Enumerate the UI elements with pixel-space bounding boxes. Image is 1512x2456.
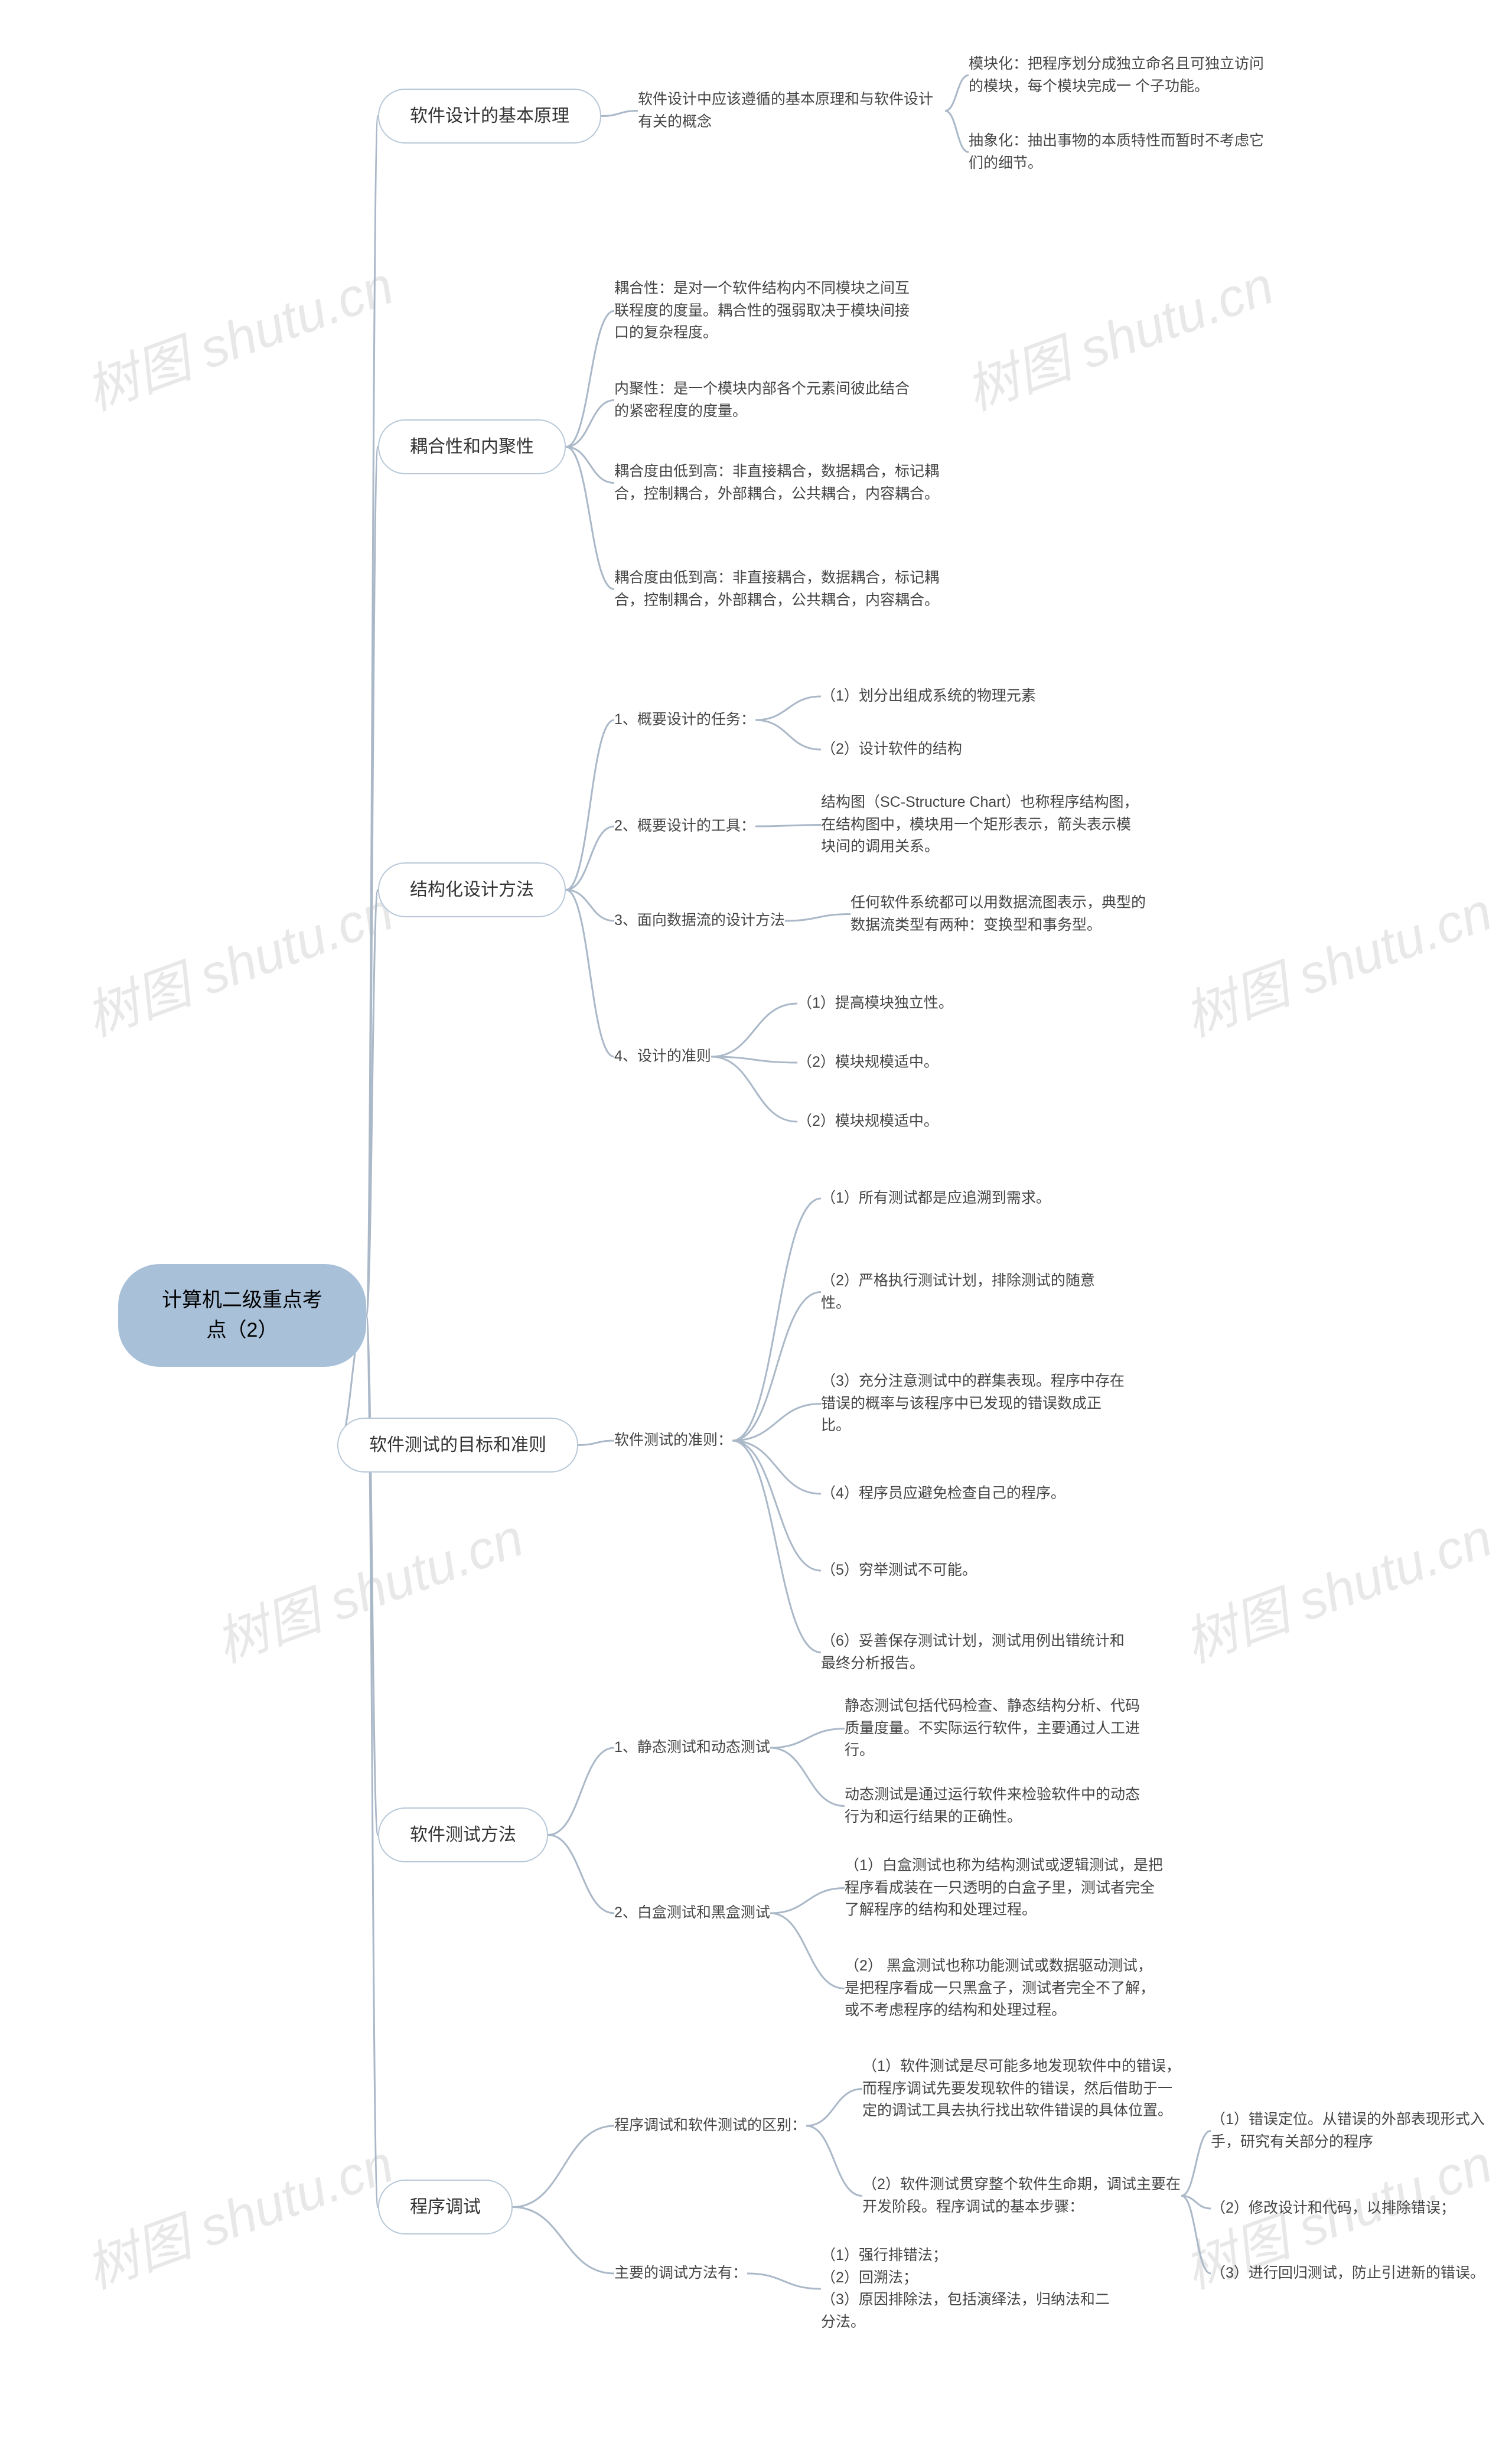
leaf-node: （1）所有测试都是应追溯到需求。 [821,1187,1051,1210]
branch-node: 软件测试的目标和准则 [337,1418,578,1473]
watermark: 树图 shutu.cn [1172,869,1501,1051]
leaf-node: 1、静态测试和动态测试 [614,1737,770,1759]
leaf-node: （1）强行排错法； （2）回溯法； （3）原因排除法，包括演绎法，归纳法和二分法… [821,2245,1116,2333]
leaf-node: 2、概要设计的工具： [614,815,755,838]
branch-node: 耦合性和内聚性 [378,419,566,474]
leaf-node: （6）妥善保存测试计划，测试用例出错统计和最终分析报告。 [821,1630,1128,1675]
leaf-node: （2）模块规模适中。 [797,1051,939,1074]
leaf-node: （2）设计软件的结构 [821,738,962,761]
leaf-node: 内聚性：是一个模块内部各个元素间彼此结合的紧密程度的度量。 [614,378,921,422]
leaf-node: （4）程序员应避免检查自己的程序。 [821,1483,1065,1505]
leaf-node: 2、白盒测试和黑盒测试 [614,1902,770,1924]
leaf-node: 耦合性：是对一个软件结构内不同模块之间互联程度的度量。耦合性的强弱取决于模块间接… [614,278,921,344]
watermark: 树图 shutu.cn [1172,1495,1501,1677]
leaf-node: 1、概要设计的任务： [614,709,755,731]
root-node: 计算机二级重点考点（2） [118,1264,366,1367]
leaf-node: 模块化：把程序划分成独立命名且可独立访问的模块，每个模块完成一 个子功能。 [969,53,1276,97]
leaf-node: （5）穷举测试不可能。 [821,1559,977,1582]
leaf-node: （2）严格执行测试计划，排除测试的随意性。 [821,1270,1116,1314]
leaf-node: 耦合度由低到高：非直接耦合，数据耦合，标记耦合，控制耦合，外部耦合，公共耦合，内… [614,461,939,505]
leaf-node: 3、面向数据流的设计方法 [614,910,785,932]
leaf-node: （3）充分注意测试中的群集表现。程序中存在错误的概率与该程序中已发现的错误数成正… [821,1370,1128,1437]
leaf-node: （2）软件测试贯穿整个软件生命期，调试主要在开发阶段。程序调试的基本步骤： [862,2174,1181,2218]
leaf-node: （1）软件测试是尽可能多地发现软件中的错误，而程序调试先要发现软件的错误，然后借… [862,2056,1181,2122]
leaf-node: （1）白盒测试也称为结构测试或逻辑测试，是把程序看成装在一只透明的白盒子里，测试… [845,1855,1164,1921]
watermark: 树图 shutu.cn [73,869,402,1051]
leaf-node: 软件测试的准则： [614,1429,732,1452]
branch-node: 软件设计的基本原理 [378,89,601,144]
branch-node: 结构化设计方法 [378,862,566,917]
leaf-node: 4、设计的准则 [614,1045,711,1068]
leaf-node: （1）划分出组成系统的物理元素 [821,685,1036,708]
watermark: 树图 shutu.cn [73,2121,402,2304]
branch-node: 软件测试方法 [378,1807,548,1862]
leaf-node: 结构图（SC-Structure Chart）也称程序结构图，在结构图中，模块用… [821,791,1140,858]
leaf-node: 动态测试是通过运行软件来检验软件中的动态行为和运行结果的正确性。 [845,1784,1152,1828]
leaf-node: 耦合度由低到高：非直接耦合，数据耦合，标记耦合，控制耦合，外部耦合，公共耦合，内… [614,567,939,611]
leaf-node: 静态测试包括代码检查、静态结构分析、代码质量度量。不实际运行软件，主要通过人工进… [845,1695,1152,1762]
watermark: 树图 shutu.cn [73,243,402,425]
leaf-node: （2） 黑盒测试也称功能测试或数据驱动测试，是把程序看成一只黑盒子，测试者完全不… [845,1955,1164,2022]
watermark: 树图 shutu.cn [203,1495,532,1677]
branch-node: 程序调试 [378,2180,513,2234]
watermark: 树图 shutu.cn [953,243,1282,425]
leaf-node: 任何软件系统都可以用数据流图表示，典型的数据流类型有两种：变换型和事务型。 [850,892,1158,936]
leaf-node: （3）进行回归测试，防止引进新的错误。 [1211,2262,1485,2285]
leaf-node: （2）修改设计和代码，以排除错误； [1211,2197,1455,2220]
leaf-node: （1）错误定位。从错误的外部表现形式入手，研究有关部分的程序 [1211,2109,1494,2153]
leaf-node: （1）提高模块独立性。 [797,992,953,1015]
leaf-node: 软件设计中应该遵循的基本原理和与软件设计有关的概念 [638,89,945,133]
leaf-node: 程序调试和软件测试的区别： [614,2115,806,2137]
leaf-node: 抽象化：抽出事物的本质特性而暂时不考虑它们的细节。 [969,130,1276,174]
leaf-node: 主要的调试方法有： [614,2262,747,2285]
leaf-node: （2）模块规模适中。 [797,1110,939,1133]
